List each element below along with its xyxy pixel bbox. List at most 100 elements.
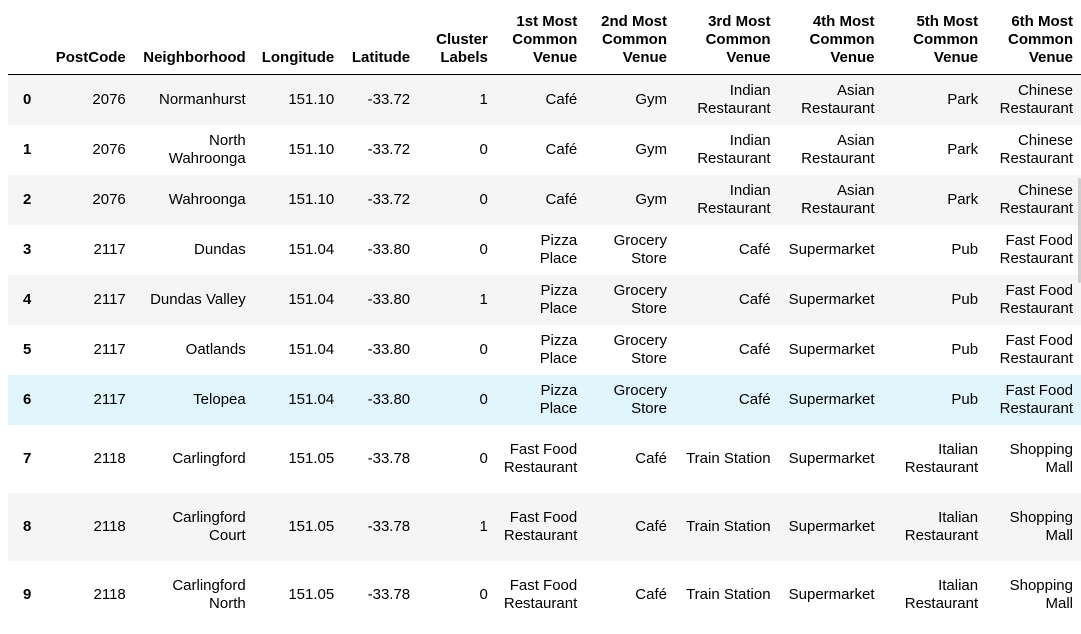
4th-most-common-venue-column-header: 4th Most Common Venue <box>778 12 883 75</box>
venue-3-cell: Train Station <box>686 449 771 467</box>
venue-2-cell: Gym <box>635 190 667 208</box>
venue-2-cell: Gym <box>635 140 667 158</box>
neighborhood-cell: Normanhurst <box>159 90 246 108</box>
venue-3-cell: Train Station <box>686 517 771 535</box>
cluster-label-cell: 1 <box>479 90 488 108</box>
postcode-cell: 2117 <box>93 340 126 358</box>
longitude-cell: 151.04 <box>288 390 335 408</box>
neighborhood-cell: Telopea <box>193 390 246 408</box>
postcode-cell: 2076 <box>92 190 126 208</box>
row-index-cell: 7 <box>23 449 32 467</box>
header-row: PostCode Neighborhood Longitude Latitude Clu… <box>8 12 1081 75</box>
table-header: PostCode Neighborhood Longitude Latitude Clu… <box>8 12 1081 75</box>
latitude-cell: -33.80 <box>367 290 411 308</box>
venue-1-cell: Café <box>545 90 578 108</box>
cluster-label-cell: 0 <box>479 449 488 467</box>
venue-6-cell: Shopping Mall <box>1009 508 1073 544</box>
venue-2-cell: Grocery Store <box>613 231 667 267</box>
latitude-cell: -33.80 <box>367 390 411 408</box>
longitude-cell: 151.10 <box>288 90 335 108</box>
venue-5-cell: Park <box>947 90 979 108</box>
neighborhood-cell: Oatlands <box>185 340 246 358</box>
table-row: 4 2117 Dundas Valley 151.04 -33.80 1 Pizza Pla… <box>8 274 1081 325</box>
cluster-label-cell: 0 <box>479 585 488 603</box>
table-row: 6 2117 Telopea 151.04 -33.80 0 Pizza Place Groc… <box>8 374 1081 425</box>
venue-5-cell: Italian Restaurant <box>904 440 979 476</box>
cluster-label-cell: 0 <box>479 140 488 158</box>
neighborhood-cell: Carlingford Court <box>172 508 246 544</box>
table-row: 3 2117 Dundas 151.04 -33.80 0 Pizza Place Groce… <box>8 225 1081 275</box>
1st-most-common-venue-column-header: 1st Most Common Venue <box>495 12 586 75</box>
row-index-cell: 2 <box>23 190 32 208</box>
dataframe-table: PostCode Neighborhood Longitude Latitude Clu… <box>8 12 1081 629</box>
postcode-cell: 2117 <box>93 390 126 408</box>
postcode-cell: 2117 <box>93 240 126 258</box>
cluster-label-cell: 0 <box>479 390 488 408</box>
venue-3-cell: Indian Restaurant <box>697 81 771 117</box>
venue-4-cell: Supermarket <box>788 390 875 408</box>
5th-most-common-venue-column-header: 5th Most Common Venue <box>882 12 987 75</box>
venue-2-cell: Grocery Store <box>613 381 667 417</box>
venue-5-cell: Italian Restaurant <box>904 508 979 544</box>
table-row: 7 2118 Carlingford 151.05 -33.78 0 Fast Food R… <box>8 425 1081 493</box>
longitude-cell: 151.10 <box>288 140 335 158</box>
cluster-label-cell: 1 <box>479 517 488 535</box>
table-row: 0 2076 Normanhurst 151.10 -33.72 1 Café Gym Indi… <box>8 74 1081 125</box>
table-row: 1 2076 North Wahroonga 151.10 -33.72 0 Café Gym… <box>8 125 1081 175</box>
venue-1-cell: Café <box>545 190 578 208</box>
postcode-cell: 2118 <box>93 517 126 535</box>
neighborhood-cell: North Wahroonga <box>168 131 246 167</box>
longitude-column-header: Longitude <box>253 12 343 75</box>
table-row: 8 2118 Carlingford Court 151.05 -33.78 1 Fast … <box>8 492 1081 561</box>
venue-4-cell: Asian Restaurant <box>801 131 875 167</box>
6th-most-common-venue-column-header: 6th Most Common Venue <box>986 12 1081 75</box>
table-row: 2 2076 Wahroonga 151.10 -33.72 0 Café Gym Indian… <box>8 174 1081 225</box>
venue-5-cell: Pub <box>951 290 979 308</box>
venue-2-cell: Grocery Store <box>613 331 667 367</box>
venue-4-cell: Asian Restaurant <box>801 181 875 217</box>
latitude-column-header: Latitude <box>342 12 419 75</box>
venue-4-cell: Supermarket <box>788 340 875 358</box>
latitude-cell: -33.72 <box>367 190 411 208</box>
latitude-cell: -33.80 <box>367 340 411 358</box>
neighborhood-cell: Wahroonga <box>168 190 246 208</box>
longitude-cell: 151.05 <box>288 517 335 535</box>
row-index-cell: 5 <box>23 340 32 358</box>
row-index-cell: 1 <box>23 140 32 158</box>
venue-3-cell: Train Station <box>686 585 771 603</box>
longitude-cell: 151.05 <box>288 585 335 603</box>
longitude-cell: 151.04 <box>288 240 335 258</box>
postcode-cell: 2076 <box>92 90 126 108</box>
venue-1-cell: Pizza Place <box>539 281 578 317</box>
latitude-cell: -33.72 <box>367 140 411 158</box>
latitude-cell: -33.80 <box>367 240 411 258</box>
venue-1-cell: Pizza Place <box>539 381 578 417</box>
neighborhood-column-header: Neighborhood <box>133 12 254 75</box>
row-index-cell: 0 <box>23 90 32 108</box>
venue-5-cell: Pub <box>951 340 979 358</box>
venue-4-cell: Supermarket <box>788 240 875 258</box>
latitude-cell: -33.72 <box>367 90 411 108</box>
vertical-scrollbar[interactable] <box>1078 178 1081 283</box>
row-index-cell: 9 <box>23 585 32 603</box>
longitude-cell: 151.04 <box>288 340 335 358</box>
venue-1-cell: Fast Food Restaurant <box>503 576 578 612</box>
venue-4-cell: Asian Restaurant <box>801 81 875 117</box>
row-index-cell: 8 <box>23 517 32 535</box>
venue-6-cell: Fast Food Restaurant <box>999 281 1073 317</box>
2nd-most-common-venue-column-header: 2nd Most Common Venue <box>585 12 675 75</box>
venue-4-cell: Supermarket <box>788 449 875 467</box>
row-index-cell: 3 <box>23 240 32 258</box>
latitude-cell: -33.78 <box>367 585 411 603</box>
postcode-column-header: PostCode <box>47 12 134 75</box>
neighborhood-cell: Carlingford North <box>172 576 246 612</box>
venue-4-cell: Supermarket <box>788 517 875 535</box>
latitude-cell: -33.78 <box>367 517 411 535</box>
venue-2-cell: Café <box>635 585 667 603</box>
longitude-cell: 151.05 <box>288 449 335 467</box>
venue-6-cell: Fast Food Restaurant <box>999 381 1073 417</box>
venue-6-cell: Fast Food Restaurant <box>999 331 1073 367</box>
longitude-cell: 151.10 <box>288 190 335 208</box>
venue-5-cell: Pub <box>951 390 979 408</box>
